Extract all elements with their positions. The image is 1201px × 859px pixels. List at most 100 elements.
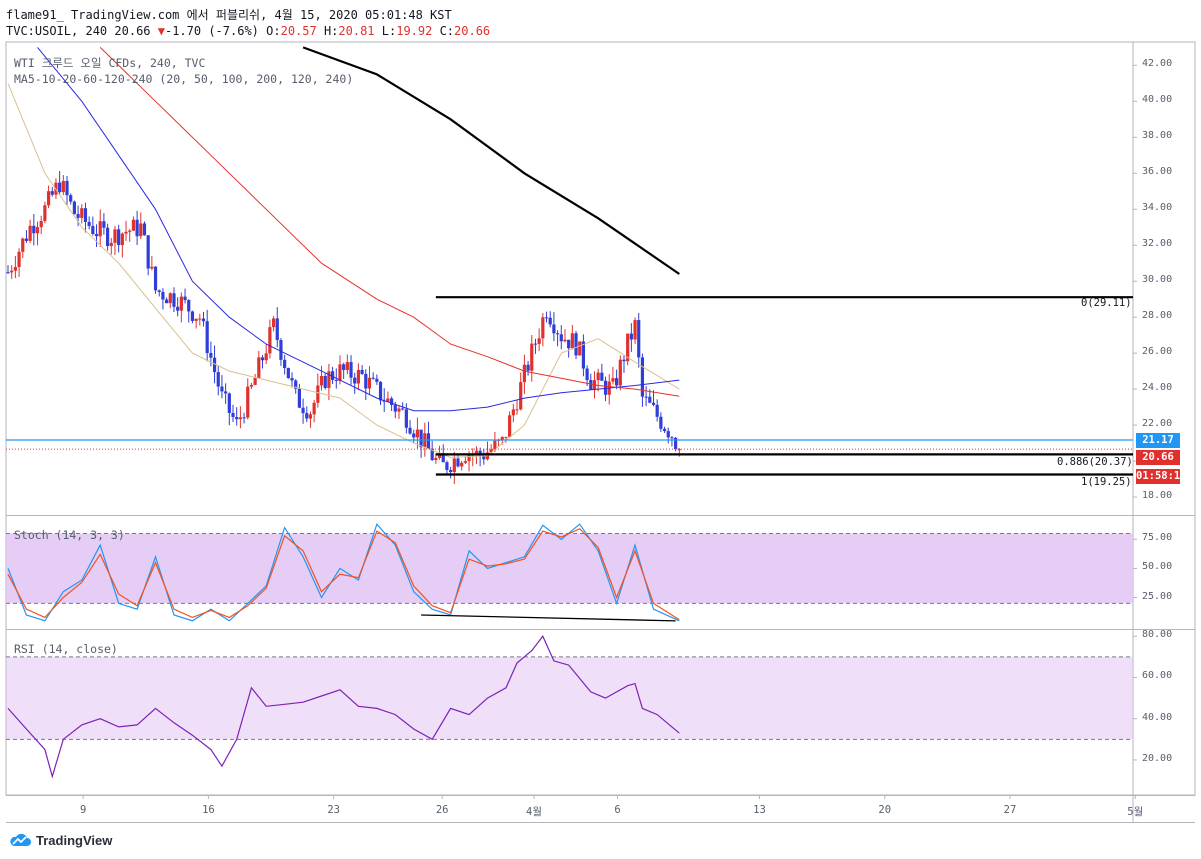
candle-down bbox=[330, 371, 335, 380]
candle-down bbox=[275, 318, 279, 341]
high-value: 20.81 bbox=[338, 24, 375, 38]
symbol[interactable]: TVC:USOIL, 240 bbox=[6, 24, 108, 38]
candle-down bbox=[286, 367, 290, 379]
candle-down bbox=[58, 182, 62, 193]
countdown-tag: 01:58:14 bbox=[1136, 469, 1187, 484]
candle-up bbox=[397, 408, 401, 412]
candle-down bbox=[72, 201, 76, 215]
candle-down bbox=[283, 359, 287, 368]
candle-down bbox=[375, 378, 379, 382]
candle-up bbox=[268, 327, 272, 354]
price-axis-tick-label: 30.00 bbox=[1142, 274, 1173, 286]
time-tick-label: 20 bbox=[878, 804, 892, 816]
low-label: L: bbox=[381, 24, 397, 38]
candle-up bbox=[626, 333, 630, 362]
tradingview-logo[interactable]: TradingView bbox=[8, 832, 112, 848]
candle-up bbox=[194, 318, 198, 321]
candle-up bbox=[131, 219, 136, 231]
time-tick-label: 27 bbox=[1003, 804, 1017, 816]
candle-up bbox=[21, 238, 25, 252]
candle-up bbox=[35, 227, 40, 234]
candle-down bbox=[190, 311, 195, 321]
stoch-trendline bbox=[421, 614, 676, 622]
candle-down bbox=[305, 413, 309, 419]
candle-down bbox=[426, 433, 431, 449]
candle-up bbox=[150, 266, 154, 269]
candle-down bbox=[659, 416, 663, 429]
candle-down bbox=[105, 227, 110, 247]
candle-down bbox=[135, 219, 139, 237]
candle-up bbox=[98, 221, 102, 237]
rsi-pane bbox=[6, 635, 1133, 779]
candle-up bbox=[327, 371, 331, 388]
candle-up bbox=[308, 414, 313, 419]
candle-up bbox=[504, 436, 508, 438]
candle-up bbox=[467, 454, 471, 462]
candle-up bbox=[253, 377, 257, 385]
candle-up bbox=[168, 293, 172, 304]
candle-up bbox=[511, 409, 515, 416]
candle-down bbox=[76, 214, 80, 218]
candle-down bbox=[353, 377, 357, 384]
candle-down bbox=[378, 381, 383, 401]
candle-down bbox=[552, 324, 556, 334]
time-tick-label: 23 bbox=[327, 804, 340, 816]
candle-down bbox=[651, 402, 656, 405]
candle-down bbox=[209, 353, 213, 358]
candle-down bbox=[83, 208, 88, 222]
candle-up bbox=[238, 417, 242, 420]
candle-down bbox=[102, 221, 106, 228]
candle-down bbox=[662, 428, 667, 432]
price-axis-tick-label: 26.00 bbox=[1142, 346, 1173, 358]
time-tick-label: 5월 bbox=[1127, 806, 1144, 818]
price-axis-tick-label: 34.00 bbox=[1142, 202, 1173, 214]
candle-up bbox=[633, 320, 637, 340]
candle-up bbox=[80, 208, 84, 218]
candle-down bbox=[644, 396, 648, 398]
candle-down bbox=[301, 407, 305, 414]
candle-down bbox=[227, 393, 231, 413]
price-axis-tick-label: 22.00 bbox=[1142, 418, 1173, 430]
tradingview-cloud-icon bbox=[10, 833, 31, 846]
candle-up bbox=[415, 429, 420, 438]
candle-up bbox=[124, 231, 128, 234]
candle-up bbox=[452, 458, 456, 473]
candle-down bbox=[655, 404, 659, 417]
candle-up bbox=[530, 343, 534, 371]
candle-up bbox=[43, 205, 47, 222]
candle-up bbox=[677, 449, 681, 451]
stoch-band bbox=[6, 533, 1133, 604]
candle-down bbox=[24, 238, 29, 241]
candle-down bbox=[585, 368, 589, 381]
candle-down bbox=[637, 320, 641, 358]
candle-down bbox=[441, 453, 445, 463]
last-price: 20.66 bbox=[114, 24, 151, 38]
candle-down bbox=[526, 364, 530, 371]
candle-up bbox=[578, 341, 582, 356]
candle-down bbox=[6, 272, 10, 274]
stoch-d-line bbox=[7, 528, 680, 621]
candle-down bbox=[629, 333, 633, 340]
stoch-k-line bbox=[7, 523, 680, 622]
open-value: 20.57 bbox=[280, 24, 317, 38]
candle-down bbox=[294, 380, 298, 389]
candle-up bbox=[537, 338, 541, 344]
candle-down bbox=[574, 333, 578, 356]
price-axis-tick-label: 38.00 bbox=[1142, 130, 1173, 142]
candle-up bbox=[489, 449, 493, 453]
candle-down bbox=[589, 380, 593, 390]
candle-down bbox=[117, 229, 121, 246]
time-tick-label: 26 bbox=[435, 804, 449, 816]
candle-down bbox=[183, 296, 187, 301]
candle-up bbox=[39, 221, 43, 228]
candle-up bbox=[109, 242, 113, 247]
candle-down bbox=[360, 369, 364, 374]
candle-up bbox=[338, 364, 342, 381]
candle-down bbox=[91, 225, 95, 234]
candle-up bbox=[128, 230, 132, 232]
rsi-axis-tick-label: 80.00 bbox=[1142, 629, 1173, 641]
open-label: O: bbox=[266, 24, 281, 38]
candle-down bbox=[172, 293, 176, 307]
price-axis-tick-label: 18.00 bbox=[1142, 490, 1173, 501]
